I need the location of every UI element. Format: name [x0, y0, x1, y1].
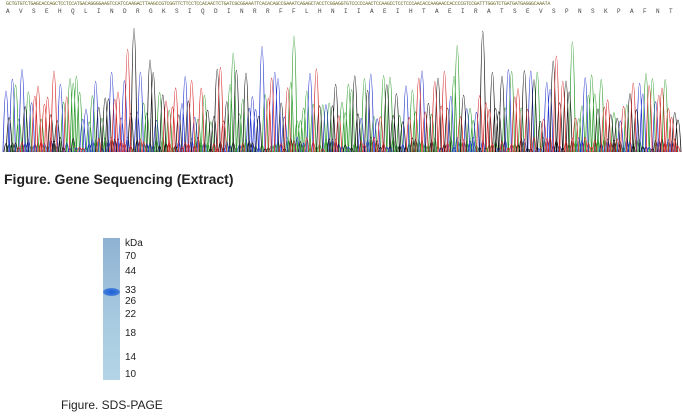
- chromatogram: [2, 28, 682, 153]
- trace: [6, 35, 669, 153]
- caption: Figure. Gene Sequencing (Extract): [4, 171, 234, 187]
- marker-label: 10: [125, 369, 137, 380]
- marker-label: 44: [125, 266, 137, 277]
- caption: Figure. SDS-PAGE: [61, 398, 163, 412]
- unit-label: kDa: [125, 238, 143, 249]
- marker-label: 33: [125, 285, 137, 296]
- gel-lane: [103, 238, 120, 380]
- marker-label: 70: [125, 251, 137, 262]
- marker-label: 22: [125, 309, 137, 320]
- marker-label: 18: [125, 328, 137, 339]
- protein-sequence: A V S E H Q L I N D R G K S I Q D I N R …: [6, 8, 682, 15]
- marker-label: 14: [125, 352, 137, 363]
- dna-sequence: GCTGTGTCTGAGCACCAGCTCCTCCATGACAGGGGAAGTC…: [6, 1, 551, 7]
- trace: [16, 49, 681, 153]
- marker-label: 26: [125, 296, 137, 307]
- protein-band: [103, 288, 120, 296]
